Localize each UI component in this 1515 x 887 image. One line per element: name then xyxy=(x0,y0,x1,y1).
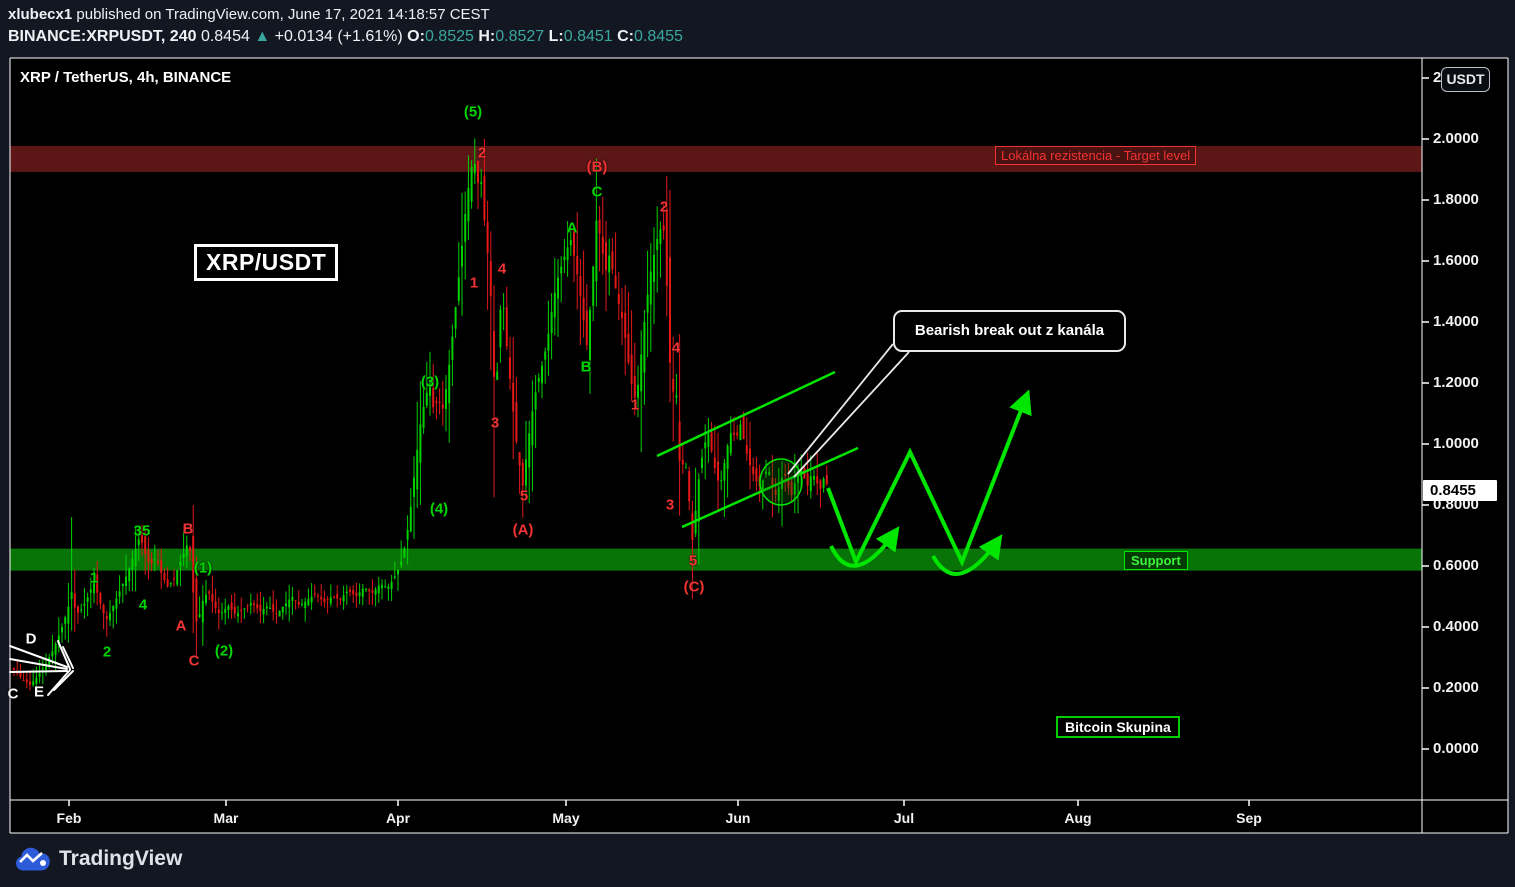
tradingview-logo-icon xyxy=(16,847,50,871)
wave-label: A xyxy=(175,617,187,635)
price-tick-label: 0.2000 xyxy=(1433,679,1479,696)
wave-label: (5) xyxy=(463,103,483,121)
up-arrow-icon: ▲ xyxy=(254,28,271,45)
symbol-ohlc-bar: BINANCE:XRPUSDT, 240 0.8454 ▲ +0.0134 (+… xyxy=(8,28,683,46)
brand-name: TradingView xyxy=(59,847,183,870)
month-label: Jul xyxy=(893,810,915,826)
month-label: Mar xyxy=(213,810,239,826)
support-zone-label[interactable]: Support xyxy=(1124,551,1188,570)
wave-label: (B) xyxy=(586,158,608,176)
wave-label: 1 xyxy=(469,274,479,292)
bitcoin-group-label[interactable]: Bitcoin Skupina xyxy=(1056,716,1180,738)
low-value: 0.8451 xyxy=(563,28,613,45)
wave-label: (2) xyxy=(214,642,234,660)
chart-legend-title[interactable]: XRP / TetherUS, 4h, BINANCE xyxy=(20,69,232,86)
tradingview-brand[interactable]: TradingView xyxy=(15,845,182,873)
wave-label: B xyxy=(580,358,592,376)
wave-label: 3 xyxy=(490,414,500,432)
symbol-watermark-box: XRP/USDT xyxy=(194,244,339,281)
price-tick-label: 1.8000 xyxy=(1433,191,1479,208)
price-tick-label: 1.4000 xyxy=(1433,313,1479,330)
price-change: +0.0134 (+1.61%) xyxy=(274,28,403,45)
wave-label: (C) xyxy=(683,578,705,596)
price-tick-label: 2.0000 xyxy=(1433,130,1479,147)
wave-label: 2 xyxy=(477,144,487,162)
wave-label: 1 xyxy=(89,569,99,587)
wave-label: 3 xyxy=(665,496,675,514)
wave-label: (3) xyxy=(420,373,440,391)
open-value: 0.8525 xyxy=(424,28,474,45)
month-label: Feb xyxy=(56,810,82,826)
price-tick-label: 1.2000 xyxy=(1433,374,1479,391)
price-tick-label: 0.4000 xyxy=(1433,618,1479,635)
wave-label: D xyxy=(25,630,37,648)
usdt-scale-button[interactable]: USDT xyxy=(1441,67,1490,92)
wave-label: 35 xyxy=(133,522,151,540)
wave-label: 2 xyxy=(102,643,112,661)
month-label: Jun xyxy=(725,810,751,826)
high-key: H: xyxy=(478,28,496,45)
month-label: Sep xyxy=(1236,810,1262,826)
publish-info: xlubecx1 published on TradingView.com, J… xyxy=(8,6,490,23)
wave-label: 1 xyxy=(630,396,640,414)
wave-label: A xyxy=(566,219,578,237)
wave-label: 5 xyxy=(519,487,529,505)
month-label: May xyxy=(552,810,580,826)
wave-label: 4 xyxy=(138,596,148,614)
bearish-breakout-callout[interactable]: Bearish break out z kanála xyxy=(893,310,1126,352)
high-value: 0.8527 xyxy=(495,28,545,45)
username: xlubecx1 xyxy=(8,6,73,23)
wave-label: 4 xyxy=(497,260,507,278)
month-label: Aug xyxy=(1064,810,1092,826)
wave-label: C xyxy=(7,685,19,703)
resistance-zone-label[interactable]: Lokálna rezistencia - Target level xyxy=(995,146,1197,165)
wave-label: (1) xyxy=(193,559,213,577)
month-label: Apr xyxy=(385,810,411,826)
price-tick-label: 1.0000 xyxy=(1433,435,1479,452)
wave-label: E xyxy=(33,683,45,701)
low-key: L: xyxy=(548,28,564,45)
wave-label: 4 xyxy=(671,339,681,357)
wave-label: C xyxy=(591,183,603,201)
price-tick-label: 0.0000 xyxy=(1433,740,1479,757)
open-key: O: xyxy=(407,28,425,45)
price-tick-label: 0.6000 xyxy=(1433,557,1479,574)
wave-label: C xyxy=(188,652,200,670)
close-key: C: xyxy=(617,28,635,45)
price-tick-label: 1.6000 xyxy=(1433,252,1479,269)
wave-label: (A) xyxy=(512,521,534,539)
close-value: 0.8455 xyxy=(634,28,683,45)
wave-label: 5 xyxy=(688,552,698,570)
current-price-tag: 0.8455 xyxy=(1423,480,1497,501)
publish-text: published on TradingView.com, June 17, 2… xyxy=(72,6,490,23)
wave-label: (4) xyxy=(429,500,449,518)
wave-label: 2 xyxy=(659,198,669,216)
symbol-name: BINANCE:XRPUSDT, 240 xyxy=(8,28,197,45)
wave-label: B xyxy=(182,520,194,538)
last-price: 0.8454 xyxy=(200,28,250,45)
